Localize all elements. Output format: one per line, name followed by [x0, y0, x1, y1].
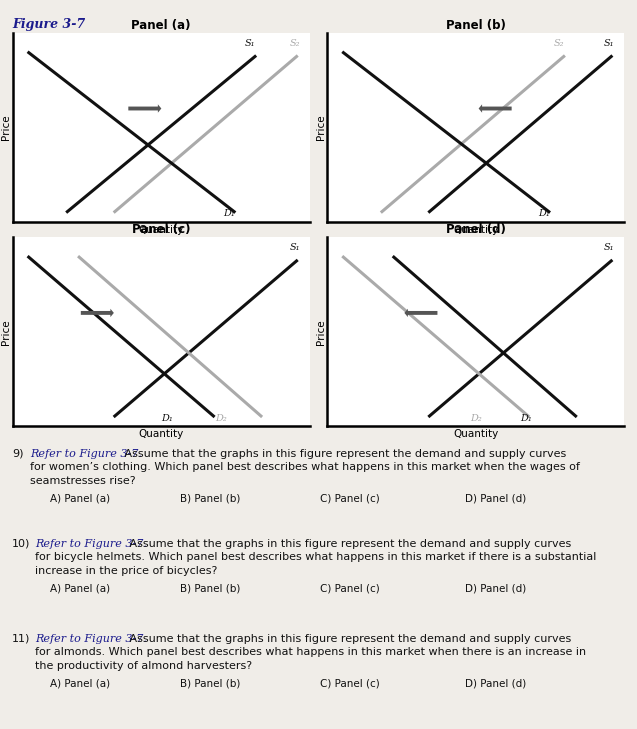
- Text: A) Panel (a): A) Panel (a): [50, 583, 110, 593]
- Text: D₂: D₂: [215, 413, 226, 423]
- Text: D) Panel (d): D) Panel (d): [465, 678, 526, 688]
- Text: S₁: S₁: [604, 39, 615, 48]
- Text: seamstresses rise?: seamstresses rise?: [30, 476, 136, 486]
- Title: Panel (b): Panel (b): [446, 19, 506, 31]
- Text: S₁: S₁: [245, 39, 255, 48]
- Text: Assume that the graphs in this figure represent the demand and supply curves: Assume that the graphs in this figure re…: [126, 634, 571, 644]
- Text: 11): 11): [12, 634, 31, 644]
- Text: D) Panel (d): D) Panel (d): [465, 583, 526, 593]
- Text: S₁: S₁: [289, 243, 300, 252]
- Text: increase in the price of bicycles?: increase in the price of bicycles?: [35, 566, 217, 576]
- Text: S₂: S₂: [289, 39, 300, 48]
- Text: A) Panel (a): A) Panel (a): [50, 494, 110, 503]
- Y-axis label: Price: Price: [1, 114, 11, 140]
- Text: B) Panel (b): B) Panel (b): [180, 678, 240, 688]
- Text: S₁: S₁: [604, 243, 615, 252]
- Text: for almonds. Which panel best describes what happens in this market when there i: for almonds. Which panel best describes …: [35, 647, 586, 658]
- X-axis label: Quantity: Quantity: [138, 225, 184, 235]
- X-axis label: Quantity: Quantity: [138, 429, 184, 440]
- Text: 9): 9): [12, 449, 24, 459]
- Y-axis label: Price: Price: [316, 319, 326, 345]
- Text: Assume that the graphs in this figure represent the demand and supply curves: Assume that the graphs in this figure re…: [126, 539, 571, 549]
- Text: D₂: D₂: [470, 413, 482, 423]
- Text: D₁: D₁: [538, 209, 550, 218]
- Text: Refer to Figure 3-7.: Refer to Figure 3-7.: [35, 539, 147, 549]
- X-axis label: Quantity: Quantity: [453, 225, 499, 235]
- Text: D₁: D₁: [161, 413, 173, 423]
- Title: Panel (c): Panel (c): [132, 223, 190, 236]
- Y-axis label: Price: Price: [316, 114, 326, 140]
- Text: Refer to Figure 3-7.: Refer to Figure 3-7.: [35, 634, 147, 644]
- Text: S₂: S₂: [554, 39, 564, 48]
- Text: for women’s clothing. Which panel best describes what happens in this market whe: for women’s clothing. Which panel best d…: [30, 462, 580, 472]
- Text: D) Panel (d): D) Panel (d): [465, 494, 526, 503]
- Text: 10): 10): [12, 539, 31, 549]
- X-axis label: Quantity: Quantity: [453, 429, 499, 440]
- Title: Panel (d): Panel (d): [446, 223, 506, 236]
- Text: the productivity of almond harvesters?: the productivity of almond harvesters?: [35, 660, 252, 671]
- Text: A) Panel (a): A) Panel (a): [50, 678, 110, 688]
- Text: D₁: D₁: [520, 413, 532, 423]
- Text: Figure 3-7: Figure 3-7: [13, 18, 86, 31]
- Text: C) Panel (c): C) Panel (c): [320, 583, 380, 593]
- Text: C) Panel (c): C) Panel (c): [320, 494, 380, 503]
- Text: Assume that the graphs in this figure represent the demand and supply curves: Assume that the graphs in this figure re…: [121, 449, 566, 459]
- Text: for bicycle helmets. Which panel best describes what happens in this market if t: for bicycle helmets. Which panel best de…: [35, 553, 596, 562]
- Text: B) Panel (b): B) Panel (b): [180, 494, 240, 503]
- Text: B) Panel (b): B) Panel (b): [180, 583, 240, 593]
- Text: Refer to Figure 3-7.: Refer to Figure 3-7.: [30, 449, 142, 459]
- Text: D₁: D₁: [224, 209, 235, 218]
- Text: C) Panel (c): C) Panel (c): [320, 678, 380, 688]
- Y-axis label: Price: Price: [1, 319, 11, 345]
- Title: Panel (a): Panel (a): [131, 19, 191, 31]
